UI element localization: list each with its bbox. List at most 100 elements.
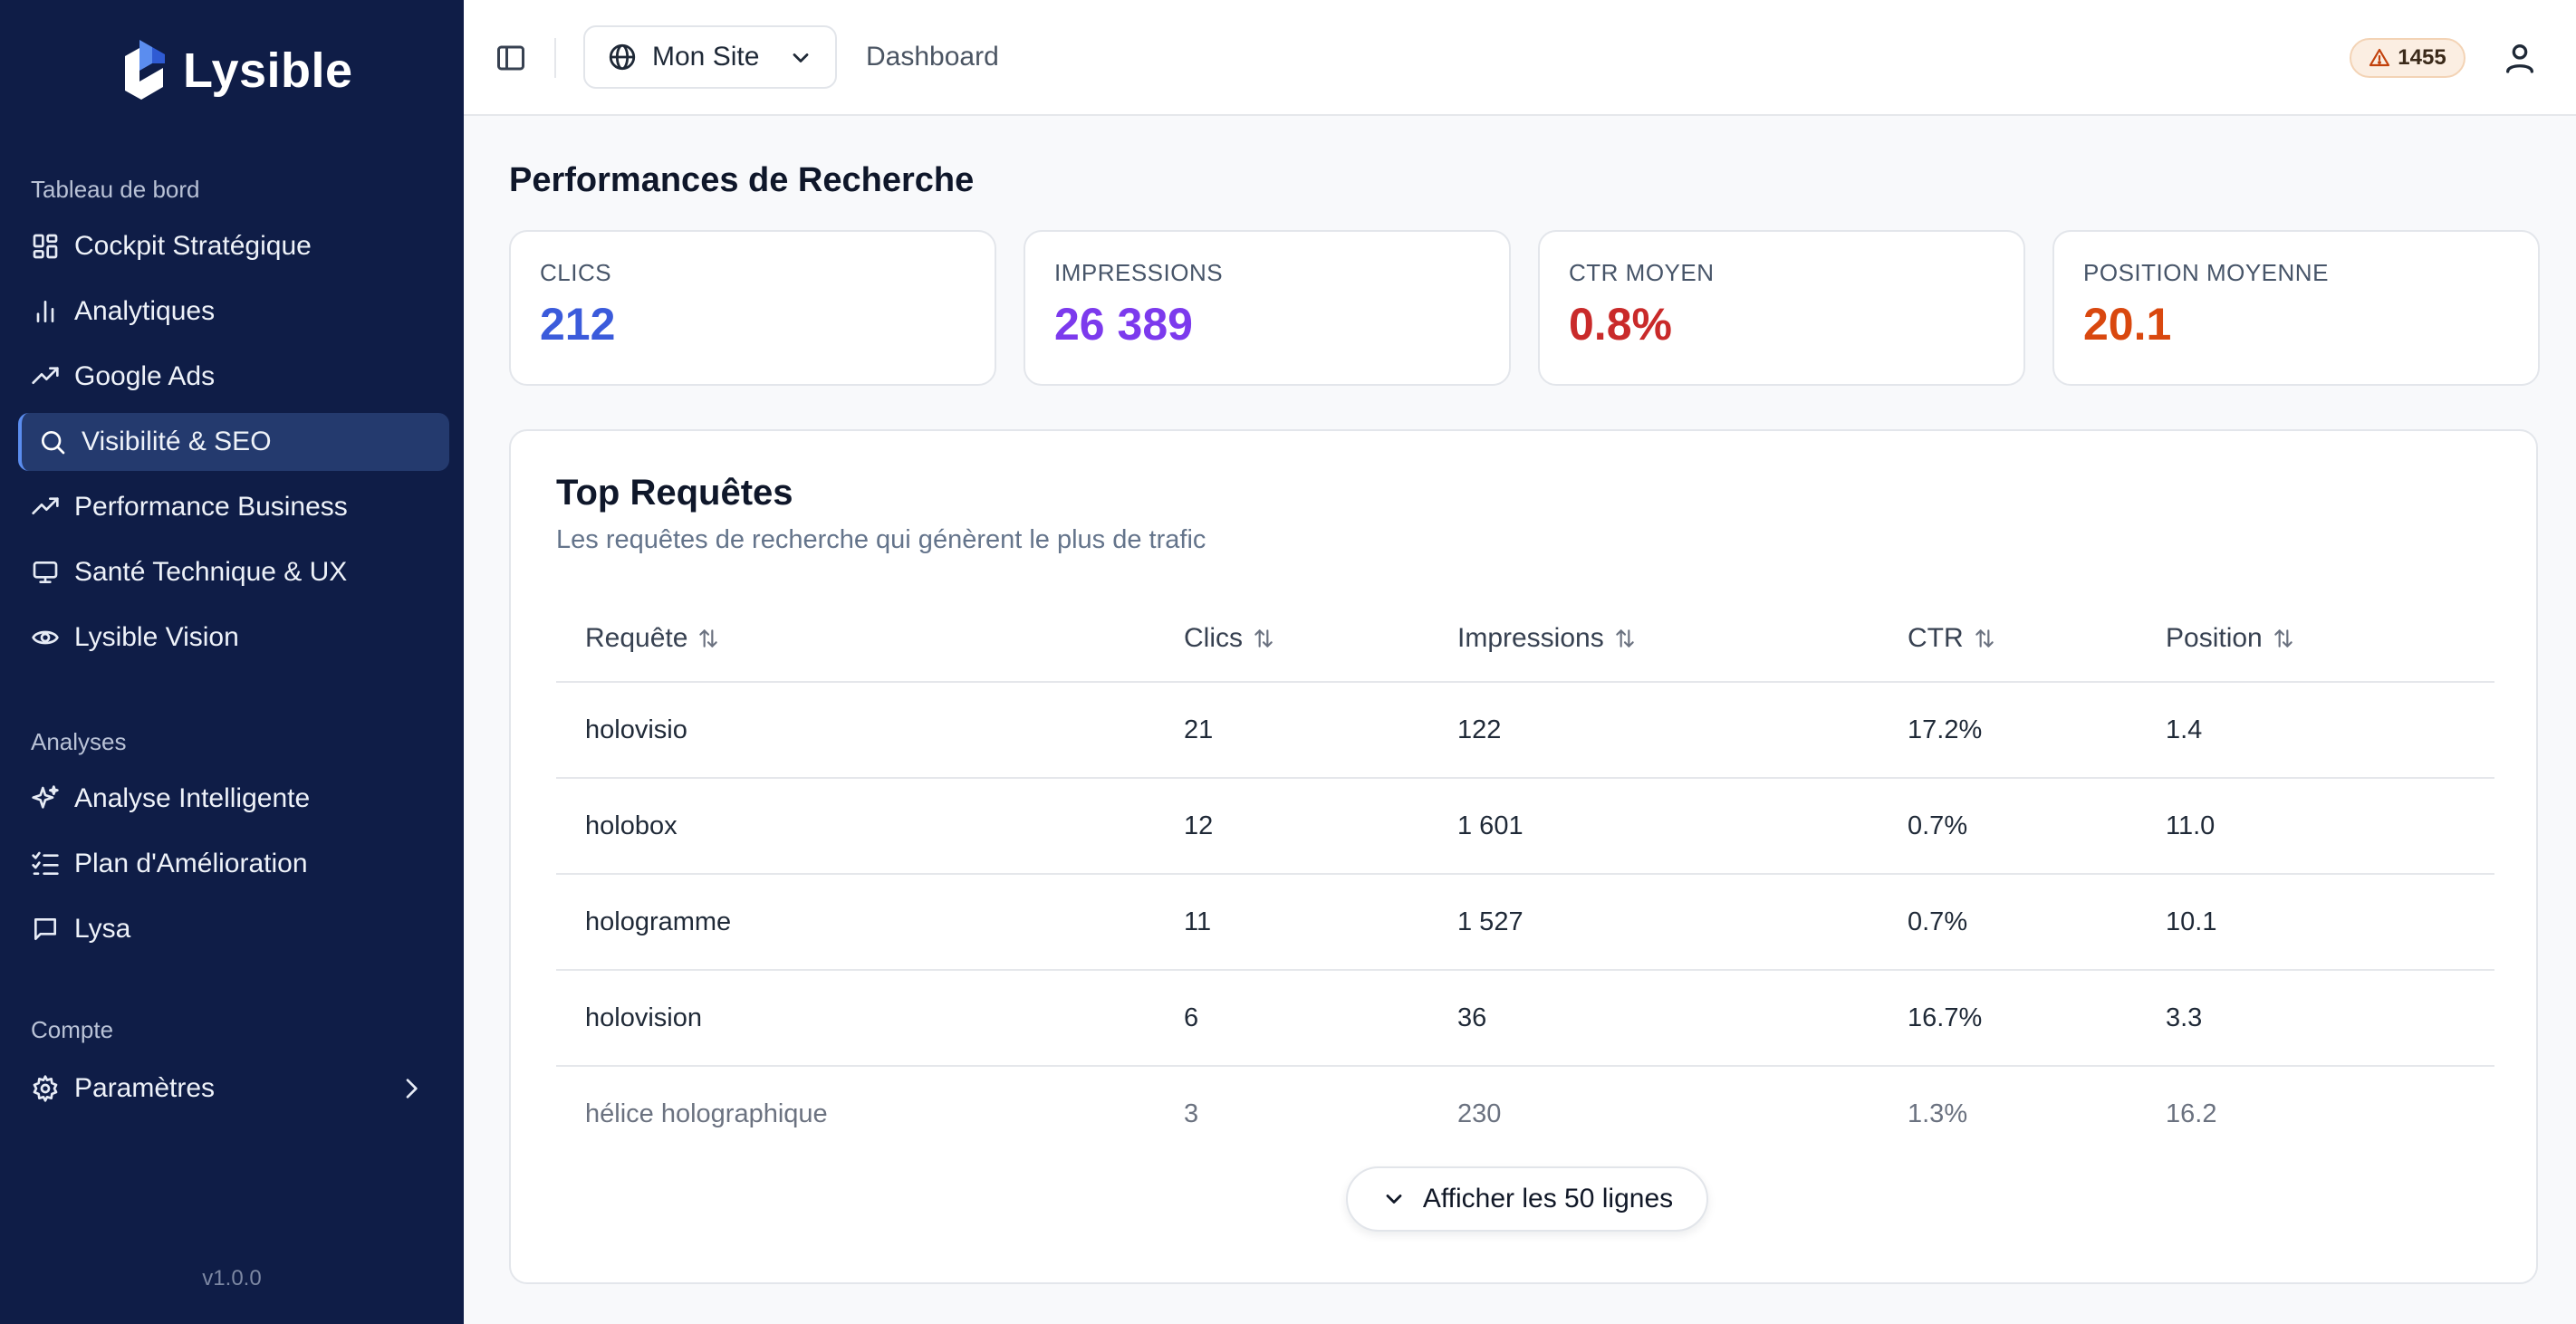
stat-label: IMPRESSIONS <box>1054 259 1224 286</box>
cell-ctr: 0.7% <box>1879 874 2137 971</box>
sidebar-item-smart-analysis[interactable]: Analyse Intelligente <box>18 770 449 828</box>
sidebar-item-technical-health[interactable]: Santé Technique & UX <box>18 543 449 601</box>
table-row: holovision 6 36 16.7% 3.3 <box>556 970 2494 1067</box>
column-header-impressions[interactable]: Impressions <box>1428 596 1879 683</box>
stat-card-impressions: IMPRESSIONS 26 389 <box>1024 230 1511 386</box>
cell-query: holobox <box>556 778 1155 875</box>
cell-ctr: 0.7% <box>1879 778 2137 875</box>
chevron-right-icon <box>397 1074 426 1103</box>
table-row: hélice holographique 3 230 1.3% 16.2 <box>556 1066 2494 1161</box>
cell-query: hélice holographique <box>585 1099 828 1128</box>
cell-ctr: 17.2% <box>1879 682 2137 779</box>
alerts-count: 1455 <box>2398 45 2446 70</box>
sidebar-item-label: Performance Business <box>74 492 348 522</box>
sort-icon <box>2272 627 2295 650</box>
cell-impressions: 1 601 <box>1428 778 1879 875</box>
stat-value: 212 <box>540 299 616 350</box>
table-row: hologramme 11 1 527 0.7% 10.1 <box>556 874 2494 971</box>
sparkles-icon <box>31 784 60 813</box>
sidebar-item-cockpit[interactable]: Cockpit Stratégique <box>18 217 449 275</box>
sidebar-item-lysa[interactable]: Lysa <box>18 900 449 958</box>
app-version: v1.0.0 <box>202 1266 262 1290</box>
cell-query: holovision <box>556 970 1155 1067</box>
sidebar-item-label: Plan d'Amélioration <box>74 849 308 878</box>
sidebar-item-label: Paramètres <box>74 1073 216 1103</box>
site-selector-value: Mon Site <box>652 42 760 72</box>
panel-subtitle: Les requêtes de recherche qui génèrent l… <box>556 525 1206 554</box>
sidebar-item-label: Lysa <box>74 914 131 944</box>
gear-icon <box>31 1074 60 1103</box>
trending-up-icon <box>31 362 60 391</box>
top-queries-panel: Top Requêtes Les requêtes de recherche q… <box>509 429 2538 1284</box>
bar-chart-icon <box>31 297 60 326</box>
table-header-row: Requête Clics Impressions CTR Position <box>556 596 2494 683</box>
table-row: holobox 12 1 601 0.7% 11.0 <box>556 778 2494 875</box>
queries-table: Requête Clics Impressions CTR Position h… <box>556 596 2494 1161</box>
cell-query: holovisio <box>556 682 1155 779</box>
sidebar-item-business-performance[interactable]: Performance Business <box>18 478 449 536</box>
chevron-down-icon <box>788 45 813 71</box>
column-header-ctr[interactable]: CTR <box>1879 596 2137 683</box>
column-header-clicks[interactable]: Clics <box>1155 596 1428 683</box>
table-row: holovisio 21 122 17.2% 1.4 <box>556 682 2494 779</box>
sort-icon <box>1252 627 1275 650</box>
column-header-position[interactable]: Position <box>2137 596 2494 683</box>
sidebar-item-label: Santé Technique & UX <box>74 557 348 587</box>
stat-value: 0.8% <box>1569 299 1672 350</box>
sidebar-item-analytics[interactable]: Analytiques <box>18 283 449 341</box>
sidebar: Lysible Tableau de bord Cockpit Stratégi… <box>0 0 464 1324</box>
lysible-logo-icon <box>118 36 170 105</box>
stat-label: CTR MOYEN <box>1569 259 1715 286</box>
section-label-dashboard: Tableau de bord <box>31 176 200 203</box>
section-label-analyses: Analyses <box>31 728 127 755</box>
cell-position: 1.4 <box>2137 682 2494 779</box>
sidebar-item-label: Analytiques <box>74 296 216 326</box>
section-label-account: Compte <box>31 1016 114 1043</box>
cell-ctr: 16.7% <box>1879 970 2137 1067</box>
sidebar-item-label: Google Ads <box>74 361 216 391</box>
checklist-icon <box>31 849 60 878</box>
stat-label: POSITION MOYENNE <box>2083 259 2329 286</box>
cell-impressions: 1 527 <box>1428 874 1879 971</box>
dashboard-grid-icon <box>31 232 60 261</box>
warning-icon <box>2369 47 2390 69</box>
breadcrumb[interactable]: Dashboard <box>866 42 999 72</box>
sidebar-item-lysible-vision[interactable]: Lysible Vision <box>18 609 449 667</box>
cell-clicks: 3 <box>1184 1099 1199 1128</box>
sidebar-item-visibility-seo[interactable]: Visibilité & SEO <box>18 413 449 471</box>
sidebar-item-settings[interactable]: Paramètres <box>18 1060 449 1118</box>
chevron-down-icon <box>1381 1186 1407 1212</box>
show-all-label: Afficher les 50 lignes <box>1422 1184 1674 1214</box>
cell-position: 16.2 <box>2166 1099 2217 1128</box>
stat-card-position: POSITION MOYENNE 20.1 <box>2052 230 2540 386</box>
sidebar-item-label: Visibilité & SEO <box>82 427 272 456</box>
user-account-icon[interactable] <box>2502 40 2538 76</box>
sort-icon <box>1973 627 1996 650</box>
eye-icon <box>31 623 60 652</box>
cell-impressions: 122 <box>1428 682 1879 779</box>
site-selector[interactable]: Mon Site <box>583 25 837 89</box>
page-title: Performances de Recherche <box>509 161 975 199</box>
header-divider <box>554 38 556 78</box>
show-all-rows-button[interactable]: Afficher les 50 lignes <box>1346 1166 1708 1232</box>
cell-clicks: 21 <box>1155 682 1428 779</box>
panel-title: Top Requêtes <box>556 473 793 513</box>
sidebar-item-google-ads[interactable]: Google Ads <box>18 348 449 406</box>
alerts-badge[interactable]: 1455 <box>2350 38 2465 78</box>
sidebar-item-improvement-plan[interactable]: Plan d'Amélioration <box>18 835 449 893</box>
cell-position: 11.0 <box>2137 778 2494 875</box>
cell-position: 3.3 <box>2137 970 2494 1067</box>
stat-value: 20.1 <box>2083 299 2172 350</box>
cell-clicks: 12 <box>1155 778 1428 875</box>
search-icon <box>38 427 67 456</box>
monitor-icon <box>31 558 60 587</box>
globe-icon <box>607 42 638 72</box>
sidebar-item-label: Analyse Intelligente <box>74 783 311 813</box>
cell-clicks: 6 <box>1155 970 1428 1067</box>
sidebar-toggle-icon[interactable] <box>495 42 527 74</box>
cell-ctr: 1.3% <box>1908 1099 1968 1128</box>
app-name: Lysible <box>183 43 353 98</box>
stat-label: CLICS <box>540 259 612 286</box>
column-header-query[interactable]: Requête <box>556 596 1155 683</box>
app-logo[interactable]: Lysible <box>118 36 353 105</box>
